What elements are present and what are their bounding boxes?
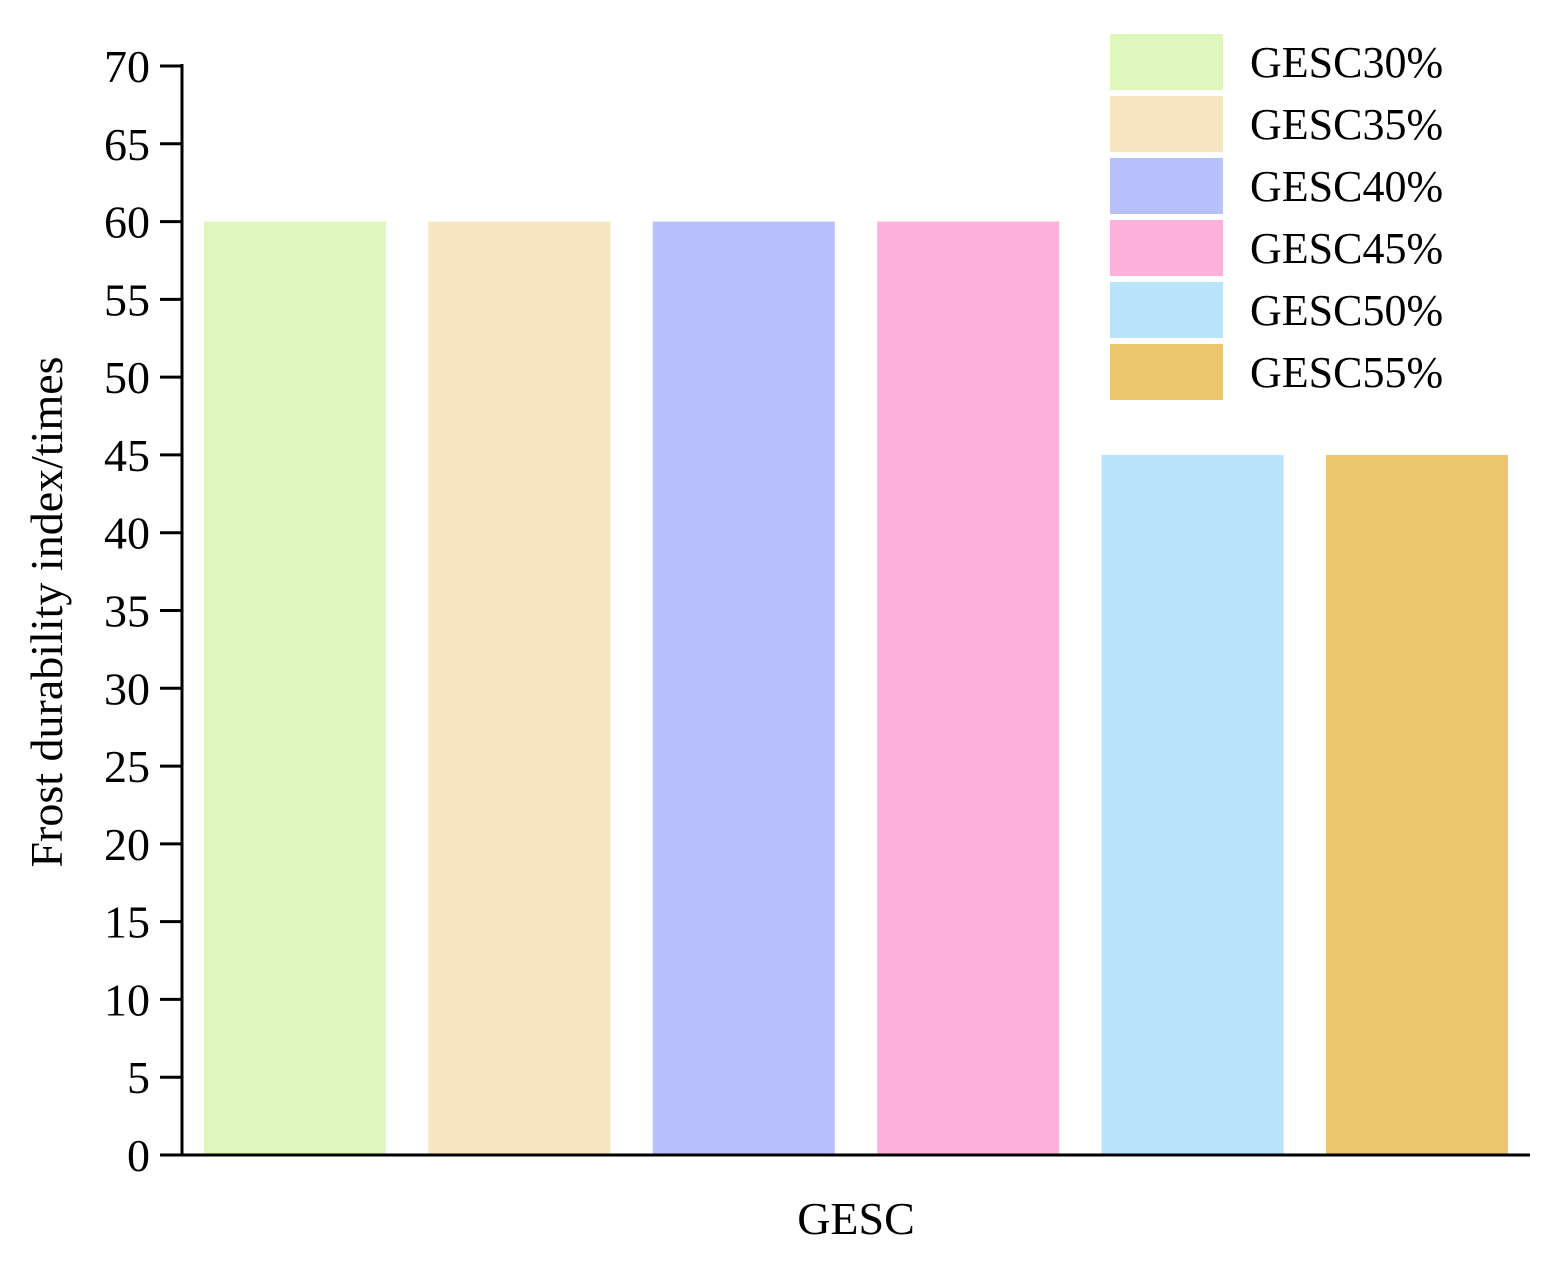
legend-swatch xyxy=(1110,158,1223,214)
bar-gesc30pct xyxy=(204,221,386,1156)
bar-gesc40pct xyxy=(652,221,835,1156)
y-tick-label: 10 xyxy=(104,974,150,1025)
legend-label: GESC45% xyxy=(1250,224,1443,273)
y-ticks-layer: 0 5 10 15 20 25 30 35 40 45 50 55 60 65 70 xyxy=(104,41,182,1181)
y-tick-label: 5 xyxy=(127,1052,150,1103)
y-tick-label: 60 xyxy=(104,197,150,248)
y-tick-label: 40 xyxy=(104,508,150,559)
y-tick-label: 70 xyxy=(104,41,150,92)
y-tick-label: 50 xyxy=(104,352,150,403)
legend-label: GESC55% xyxy=(1250,348,1443,397)
bar-gesc45pct xyxy=(877,221,1060,1156)
legend-label: GESC50% xyxy=(1250,286,1443,335)
y-axis-title: Frost durability index/times xyxy=(21,356,72,867)
bar-gesc35pct xyxy=(428,221,611,1156)
legend: GESC30% GESC35% GESC40% GESC45% GESC50% GESC5… xyxy=(1110,34,1443,400)
bars-layer xyxy=(204,221,1508,1156)
legend-label: GESC40% xyxy=(1250,162,1443,211)
x-axis-title: GESC xyxy=(797,1193,915,1244)
legend-swatch xyxy=(1110,220,1223,276)
legend-label: GESC30% xyxy=(1250,38,1443,87)
legend-label: GESC35% xyxy=(1250,100,1443,149)
legend-swatch xyxy=(1110,344,1223,400)
legend-swatch xyxy=(1110,282,1223,338)
y-tick-label: 15 xyxy=(104,897,150,948)
y-tick-label: 65 xyxy=(104,119,150,170)
y-tick-label: 20 xyxy=(104,819,150,870)
y-tick-label: 45 xyxy=(104,430,150,481)
y-tick-label: 0 xyxy=(127,1130,150,1181)
y-tick-label: 35 xyxy=(104,586,150,637)
y-tick-label: 30 xyxy=(104,663,150,714)
bar-gesc55pct xyxy=(1326,454,1508,1155)
y-tick-label: 55 xyxy=(104,274,150,325)
legend-swatch xyxy=(1110,96,1223,152)
y-tick-label: 25 xyxy=(104,741,150,792)
bar-gesc50pct xyxy=(1101,454,1284,1155)
legend-swatch xyxy=(1110,34,1223,90)
